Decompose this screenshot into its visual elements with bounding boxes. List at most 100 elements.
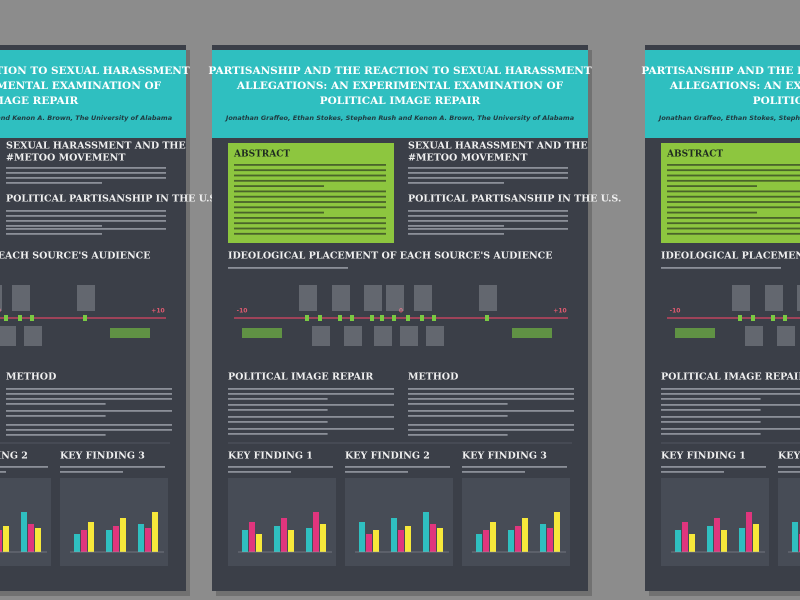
- title-band: [212, 50, 588, 138]
- body-text: [408, 388, 574, 390]
- body-text: [228, 393, 394, 395]
- abstract-box: [228, 143, 394, 243]
- body-text: [6, 228, 166, 230]
- source-label: [745, 326, 763, 346]
- body-text: [661, 404, 800, 406]
- source-label: [364, 285, 382, 311]
- chart-bar: [437, 528, 443, 552]
- source-label: [299, 285, 317, 311]
- source-label: [732, 285, 750, 311]
- source-marker: [751, 315, 755, 321]
- poster: PARTISANSHIP AND THE REACTION TO SEXUAL …: [208, 45, 621, 596]
- section-heading: POLITICAL PARTISANSHIP IN THE U.S.: [6, 194, 219, 205]
- section-heading: IDEOLOGICAL PLACEMENT OF EACH SOURCE'S A…: [0, 251, 150, 262]
- chart-bar: [256, 534, 262, 552]
- body-text: [234, 206, 386, 209]
- body-text: [661, 421, 761, 423]
- section-heading: IDEOLOGICAL PLACEMENT OF EACH SOURCE'S A…: [228, 251, 552, 262]
- body-text: [228, 404, 394, 406]
- source-marker: [338, 315, 342, 321]
- body-text: [234, 179, 386, 182]
- title-line: ALLEGATIONS: AN EXPERIMENTAL EXAMINATION…: [0, 80, 162, 92]
- chart-bar: [88, 522, 94, 552]
- chart-bar: [3, 526, 9, 552]
- chart-bar: [320, 524, 326, 552]
- body-text: [0, 471, 6, 473]
- body-text: [661, 471, 724, 473]
- body-text: [6, 434, 106, 436]
- legend-note: [512, 328, 552, 338]
- title-band: [645, 50, 800, 138]
- chart-bar: [281, 518, 287, 552]
- body-text: [345, 471, 408, 473]
- section-heading: POLITICAL IMAGE REPAIR: [228, 372, 373, 383]
- source-marker: [771, 315, 775, 321]
- chart-bar: [0, 530, 2, 552]
- chart-bar: [792, 522, 798, 552]
- legend-note: [242, 328, 282, 338]
- section-heading: IDEOLOGICAL PLACEMENT OF EACH SOURCE'S A…: [661, 251, 800, 262]
- chart-bar: [746, 512, 752, 552]
- body-text: [408, 215, 568, 217]
- body-text: [228, 471, 291, 473]
- body-text: [228, 466, 333, 468]
- title-line: PARTISANSHIP AND THE REACTION TO SEXUAL …: [0, 65, 190, 77]
- body-text: [408, 403, 508, 405]
- body-text: [667, 185, 757, 187]
- body-text: [661, 267, 781, 269]
- authors: Jonathan Graffeo, Ethan Stokes, Stephen …: [224, 114, 574, 122]
- title-line: ALLEGATIONS: AN EXPERIMENTAL EXAMINATION…: [236, 80, 564, 92]
- body-text: [408, 228, 568, 230]
- title-line: ALLEGATIONS: AN EXPERIMENTAL EXAMINATION…: [669, 80, 800, 92]
- body-text: [6, 172, 166, 174]
- chart-bar: [675, 530, 681, 552]
- source-marker: [420, 315, 424, 321]
- source-marker: [350, 315, 354, 321]
- source-label: [332, 285, 350, 311]
- chart-bar: [152, 512, 158, 552]
- body-text: [667, 195, 800, 198]
- chart-bar: [391, 518, 397, 552]
- source-marker: [318, 315, 322, 321]
- abstract-box: [661, 143, 800, 243]
- abstract-heading: ABSTRACT: [233, 150, 290, 160]
- body-text: [234, 211, 324, 214]
- body-text: [408, 177, 568, 179]
- scale-label: -10: [237, 308, 248, 315]
- body-text: [661, 428, 800, 430]
- body-text: [408, 210, 568, 212]
- body-text: [6, 415, 106, 417]
- body-text: [6, 182, 102, 184]
- scale-label: +10: [151, 308, 164, 315]
- chart-bar: [359, 522, 365, 552]
- body-text: [667, 169, 800, 172]
- chart-bar: [35, 528, 41, 552]
- title-line: POLITICAL IMAGE REPAIR: [320, 95, 481, 107]
- source-label: [12, 285, 30, 311]
- chart-bar: [138, 524, 144, 552]
- body-text: [661, 388, 800, 390]
- source-label: [312, 326, 330, 346]
- chart-bar: [106, 530, 112, 552]
- body-text: [6, 410, 172, 412]
- body-text: [6, 429, 172, 431]
- chart-bar: [21, 512, 27, 552]
- body-text: [234, 201, 386, 203]
- chart-bar: [242, 530, 248, 552]
- scale-label: 0: [399, 308, 403, 315]
- scale-label: -10: [670, 308, 681, 315]
- source-marker: [30, 315, 34, 321]
- chart-bar: [398, 530, 404, 552]
- chart-bar: [483, 530, 489, 552]
- key-finding-heading: KEY FINDING 1: [661, 451, 746, 462]
- body-text: [661, 466, 766, 468]
- body-text: [667, 206, 800, 209]
- legend-note: [110, 328, 150, 338]
- body-text: [408, 225, 504, 227]
- body-text: [408, 182, 504, 184]
- source-marker: [783, 315, 787, 321]
- body-text: [667, 201, 800, 203]
- body-text: [228, 416, 394, 418]
- source-marker: [18, 315, 22, 321]
- title-line: POLITICAL IMAGE REPAIR: [0, 95, 79, 107]
